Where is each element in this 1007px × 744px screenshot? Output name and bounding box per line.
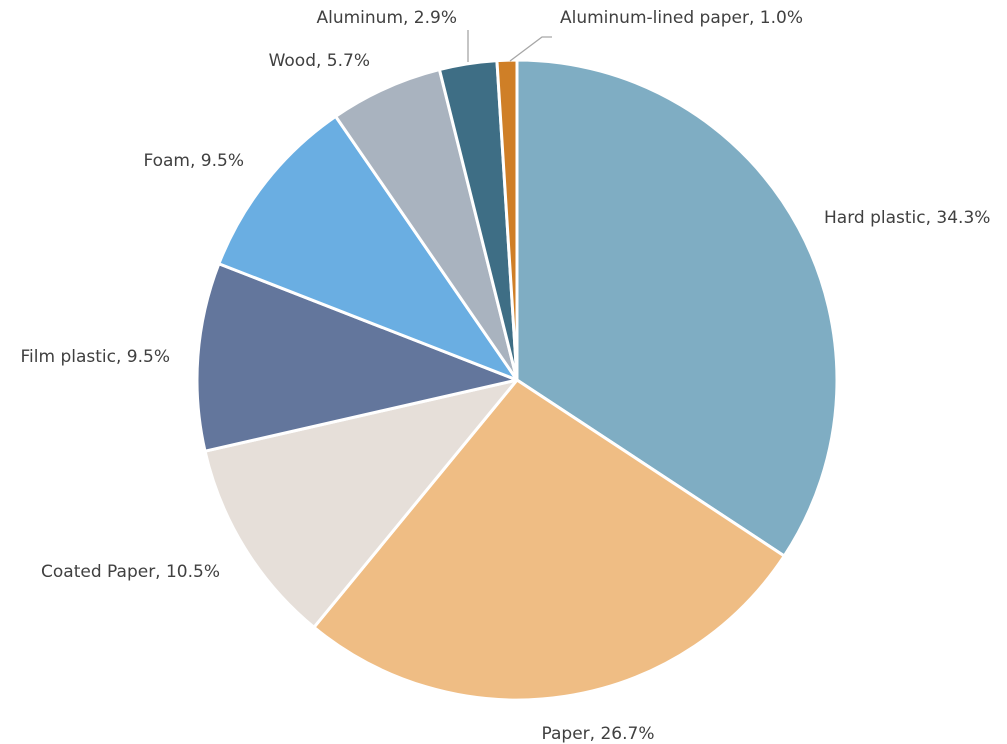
leader-lines-group bbox=[467, 30, 552, 62]
slice-label-film-plastic: Film plastic, 9.5% bbox=[21, 347, 170, 367]
pie-slice-foam bbox=[217, 114, 519, 382]
slice-label-aluminum: Aluminum, 2.9% bbox=[316, 8, 457, 28]
pie-slice-paper bbox=[312, 378, 786, 702]
slice-label-wood: Wood, 5.7% bbox=[269, 51, 370, 71]
slice-label-coated-paper: Coated Paper, 10.5% bbox=[41, 562, 220, 582]
labels-group: Hard plastic, 34.3% Paper, 26.7% Coated Pa… bbox=[21, 8, 991, 744]
slice-label-foam: Foam, 9.5% bbox=[143, 151, 244, 171]
slice-label-hard-plastic: Hard plastic, 34.3% bbox=[824, 208, 990, 228]
slices-group bbox=[195, 58, 839, 702]
pie-slice-coated-paper bbox=[203, 378, 519, 629]
pie-slice-aluminum-lined-paper bbox=[495, 58, 519, 382]
leader-line-aluminum-lined-paper bbox=[509, 36, 552, 62]
pie-slice-film-plastic bbox=[195, 262, 519, 453]
slice-label-paper: Paper, 26.7% bbox=[542, 724, 655, 744]
slice-label-aluminum-lined-paper: Aluminum-lined paper, 1.0% bbox=[560, 8, 803, 28]
